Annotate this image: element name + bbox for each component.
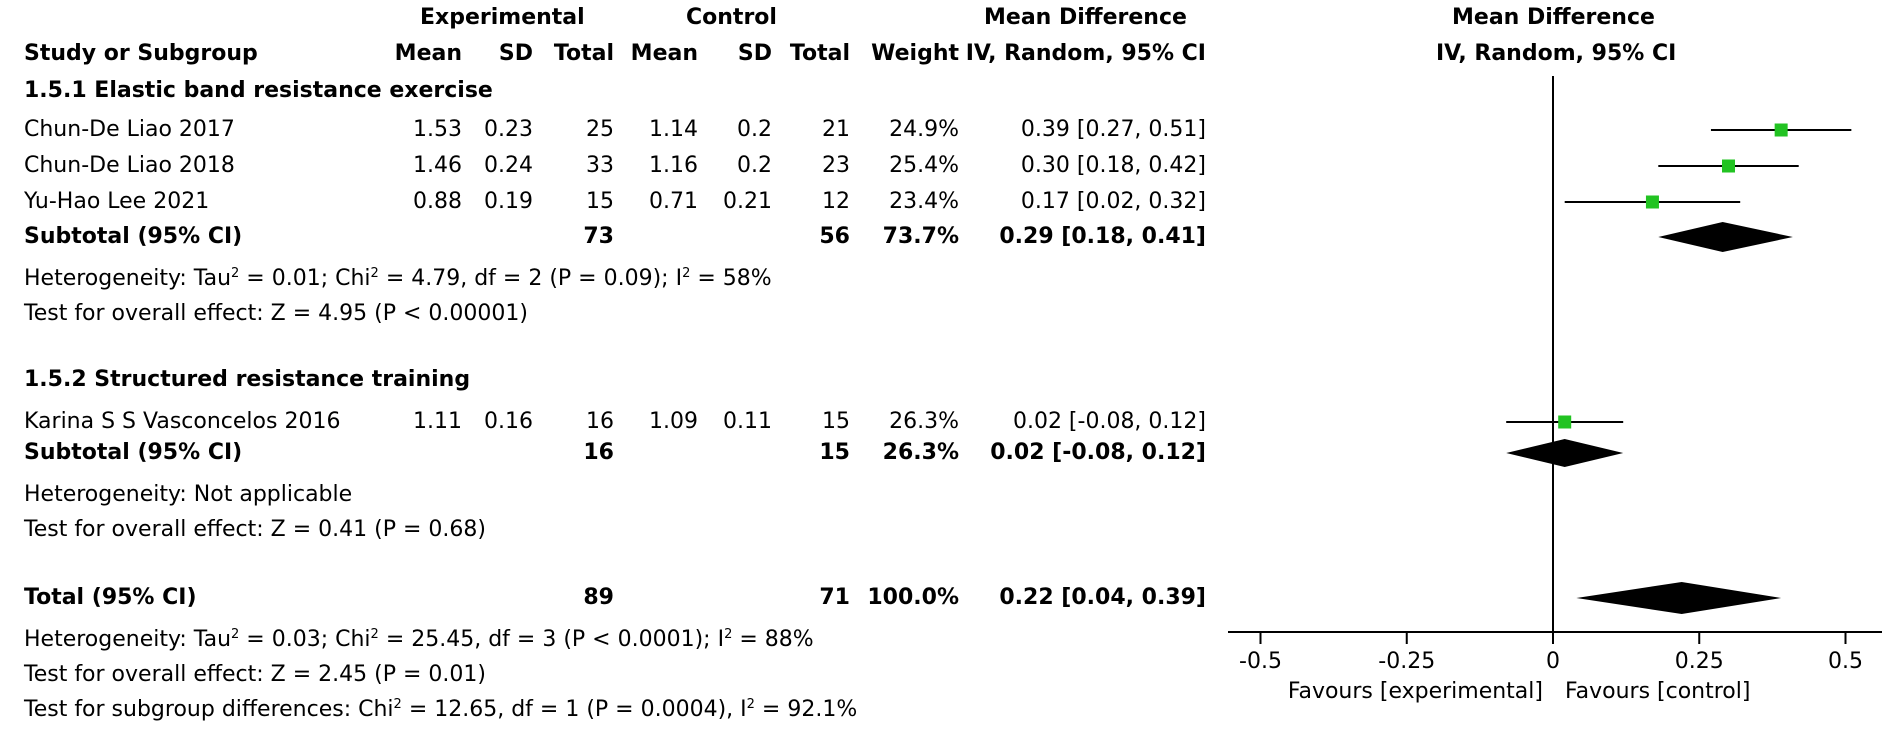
subtotal-label: Subtotal (95% CI) bbox=[24, 224, 243, 249]
subgroup-title: 1.5.1 Elastic band resistance exercise bbox=[24, 78, 493, 103]
weight: 100.0% bbox=[867, 585, 959, 610]
exp-mean: 1.11 bbox=[413, 409, 462, 434]
study-name: Chun-De Liao 2017 bbox=[24, 117, 235, 142]
ctl-mean: 1.09 bbox=[649, 409, 698, 434]
study-name: Yu-Hao Lee 2021 bbox=[24, 189, 210, 214]
x-label-right: Favours [control] bbox=[1565, 679, 1750, 704]
total-heterogeneity-text: Heterogeneity: Tau2 = 0.03; Chi2 = 25.45… bbox=[24, 627, 814, 652]
exp-mean: 1.53 bbox=[413, 117, 462, 142]
ctl-sd: 0.21 bbox=[723, 189, 772, 214]
overall-effect-text: Test for overall effect: Z = 4.95 (P < 0… bbox=[24, 301, 528, 326]
weight: 23.4% bbox=[889, 189, 959, 214]
ci-value: 0.29 [0.18, 0.41] bbox=[999, 224, 1206, 249]
study-name: Chun-De Liao 2018 bbox=[24, 153, 235, 178]
ctl-sd-header: SD bbox=[737, 41, 772, 66]
ctl-total: 56 bbox=[819, 224, 850, 249]
exp-sd: 0.24 bbox=[484, 153, 533, 178]
x-tick-label: -0.5 bbox=[1239, 649, 1282, 674]
ctl-total: 21 bbox=[822, 117, 850, 142]
subtotal-label: Subtotal (95% CI) bbox=[24, 440, 243, 465]
plot-title: Mean Difference bbox=[1452, 5, 1655, 30]
ctl-mean-header: Mean bbox=[630, 41, 698, 66]
exp-total: 25 bbox=[586, 117, 614, 142]
ci-value: 0.02 [-0.08, 0.12] bbox=[1012, 409, 1206, 434]
ctl-total: 71 bbox=[819, 585, 850, 610]
study-marker bbox=[1774, 123, 1788, 137]
ci-value: 0.17 [0.02, 0.32] bbox=[1020, 189, 1206, 214]
ci-value: 0.02 [-0.08, 0.12] bbox=[990, 440, 1206, 465]
weight: 26.3% bbox=[889, 409, 959, 434]
x-tick-label: 0.5 bbox=[1828, 649, 1863, 674]
exp-total: 16 bbox=[583, 440, 614, 465]
weight: 73.7% bbox=[882, 224, 959, 249]
study-column-header: Study or Subgroup bbox=[24, 41, 258, 66]
experimental-group-header: Experimental bbox=[420, 5, 585, 30]
weight: 24.9% bbox=[889, 117, 959, 142]
exp-sd: 0.23 bbox=[484, 117, 533, 142]
x-label-left: Favours [experimental] bbox=[1288, 679, 1543, 704]
study-marker bbox=[1722, 159, 1735, 173]
exp-total: 89 bbox=[583, 585, 614, 610]
exp-total: 16 bbox=[586, 409, 614, 434]
ctl-sd: 0.2 bbox=[737, 153, 772, 178]
heterogeneity-text: Heterogeneity: Tau2 = 0.01; Chi2 = 4.79,… bbox=[24, 266, 772, 291]
exp-mean: 0.88 bbox=[413, 189, 462, 214]
total-overall-effect-text: Test for overall effect: Z = 2.45 (P = 0… bbox=[24, 662, 486, 687]
ctl-sd: 0.11 bbox=[723, 409, 772, 434]
subgroup-differences-text: Test for subgroup differences: Chi2 = 12… bbox=[24, 697, 858, 722]
study-marker bbox=[1645, 195, 1659, 209]
x-tick-label: 0.25 bbox=[1675, 649, 1724, 674]
exp-mean-header: Mean bbox=[394, 41, 462, 66]
total-label: Total (95% CI) bbox=[24, 585, 197, 610]
ci-value: 0.22 [0.04, 0.39] bbox=[999, 585, 1206, 610]
pooled-diamond bbox=[1506, 439, 1624, 467]
ci-value: 0.30 [0.18, 0.42] bbox=[1020, 153, 1206, 178]
overall-effect-text: Test for overall effect: Z = 0.41 (P = 0… bbox=[24, 517, 486, 542]
heterogeneity-text: Heterogeneity: Not applicable bbox=[24, 482, 353, 507]
ci-value: 0.39 [0.27, 0.51] bbox=[1020, 117, 1206, 142]
study-marker bbox=[1558, 415, 1572, 429]
exp-sd-header: SD bbox=[498, 41, 533, 66]
ctl-total: 12 bbox=[822, 189, 850, 214]
ctl-mean: 1.16 bbox=[649, 153, 698, 178]
ctl-sd: 0.2 bbox=[737, 117, 772, 142]
exp-mean: 1.46 bbox=[413, 153, 462, 178]
pooled-diamond bbox=[1658, 222, 1793, 252]
exp-total-header: Total bbox=[553, 41, 614, 66]
exp-total: 73 bbox=[583, 224, 614, 249]
weight: 26.3% bbox=[882, 440, 959, 465]
ctl-mean: 1.14 bbox=[649, 117, 698, 142]
weight: 25.4% bbox=[889, 153, 959, 178]
control-group-header: Control bbox=[686, 5, 777, 30]
ctl-total: 23 bbox=[822, 153, 850, 178]
study-name: Karina S S Vasconcelos 2016 bbox=[24, 409, 341, 434]
exp-sd: 0.16 bbox=[484, 409, 533, 434]
weight-header: Weight bbox=[871, 41, 959, 66]
x-tick-label: 0 bbox=[1546, 649, 1560, 674]
ctl-total: 15 bbox=[822, 409, 850, 434]
ctl-mean: 0.71 bbox=[649, 189, 698, 214]
pooled-diamond bbox=[1576, 582, 1782, 614]
ctl-total-header: Total bbox=[789, 41, 850, 66]
exp-total: 15 bbox=[586, 189, 614, 214]
x-tick-label: -0.25 bbox=[1378, 649, 1435, 674]
ctl-total: 15 bbox=[819, 440, 850, 465]
plot-subtitle: IV, Random, 95% CI bbox=[1436, 41, 1677, 66]
exp-total: 33 bbox=[586, 153, 614, 178]
subgroup-title: 1.5.2 Structured resistance training bbox=[24, 367, 471, 392]
effect-column-title: Mean Difference bbox=[984, 5, 1187, 30]
exp-sd: 0.19 bbox=[484, 189, 533, 214]
ci-header: IV, Random, 95% CI bbox=[965, 41, 1206, 66]
